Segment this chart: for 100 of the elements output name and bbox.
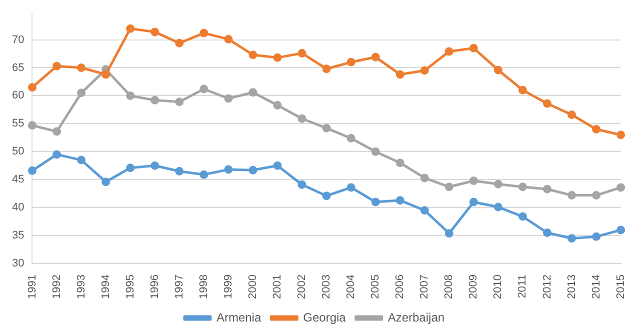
point <box>346 134 356 142</box>
point <box>248 88 258 97</box>
point <box>518 212 527 221</box>
point <box>592 232 601 241</box>
x-tick-label: 1993 <box>75 274 88 300</box>
point <box>371 198 380 206</box>
point <box>126 24 135 33</box>
x-tick-label: 2005 <box>370 274 382 300</box>
point <box>298 180 306 189</box>
point <box>322 192 331 200</box>
point <box>469 198 478 206</box>
point <box>420 206 429 215</box>
point <box>175 166 184 176</box>
y-tick-label: 30 <box>12 258 24 270</box>
point <box>494 180 502 188</box>
point <box>542 99 552 108</box>
point <box>77 63 86 72</box>
point <box>420 174 429 182</box>
point <box>568 234 576 243</box>
point <box>126 164 135 172</box>
point <box>28 83 36 92</box>
point <box>200 28 208 38</box>
point <box>322 124 331 132</box>
point <box>28 121 36 130</box>
point <box>592 125 601 134</box>
point <box>616 183 626 192</box>
x-tick-label: 2000 <box>246 274 259 300</box>
x-tick-label: 1995 <box>124 274 136 300</box>
x-tick-label: 2008 <box>443 274 456 300</box>
x-tick-label: 1997 <box>173 274 186 300</box>
point <box>322 64 331 74</box>
y-tick-label: 65 <box>12 62 24 74</box>
point <box>592 191 601 200</box>
point <box>224 165 233 174</box>
point <box>518 182 527 192</box>
point <box>77 156 86 164</box>
point <box>568 191 576 200</box>
x-tick-label: 1992 <box>50 274 63 300</box>
x-tick-label: 1998 <box>198 274 210 300</box>
y-tick-label: 50 <box>12 146 24 158</box>
point <box>371 147 380 156</box>
point <box>444 47 454 56</box>
x-tick-label: 2015 <box>614 274 627 300</box>
point <box>175 98 184 106</box>
point <box>616 130 626 140</box>
y-tick-label: 45 <box>12 174 24 186</box>
x-tick-label: 1994 <box>100 274 112 300</box>
x-tick-label: 2007 <box>418 274 431 300</box>
point <box>568 110 576 119</box>
x-tick-label: 2006 <box>394 274 406 300</box>
point <box>150 28 160 36</box>
point <box>200 84 208 94</box>
y-tick-label: 60 <box>12 90 24 102</box>
point <box>346 183 356 192</box>
x-tick-label: 2004 <box>345 274 358 300</box>
point <box>396 70 404 79</box>
point <box>102 178 110 186</box>
legend-label: Azerbaijan <box>388 310 445 324</box>
point <box>542 228 552 238</box>
point <box>346 58 356 66</box>
legend-label: Armenia <box>216 310 262 324</box>
point <box>371 52 380 62</box>
point <box>469 44 478 52</box>
point <box>494 66 502 74</box>
point <box>444 229 454 238</box>
point <box>396 196 404 205</box>
y-tick-label: 55 <box>12 118 24 130</box>
x-tick-label: 2002 <box>296 274 308 300</box>
point <box>518 86 527 94</box>
legend-label: Georgia <box>303 310 346 324</box>
point <box>420 66 429 75</box>
x-tick-label: 1999 <box>222 274 234 300</box>
point <box>52 150 62 159</box>
point <box>542 184 552 194</box>
point <box>298 48 306 58</box>
x-tick-label: 2010 <box>492 274 504 300</box>
point <box>273 161 282 170</box>
x-tick-label: 1991 <box>26 274 38 300</box>
point <box>469 176 478 185</box>
x-tick-label: 2009 <box>468 274 480 300</box>
point <box>150 96 160 104</box>
x-tick-label: 2014 <box>590 274 602 300</box>
y-tick-label: 35 <box>12 230 24 242</box>
point <box>77 88 86 98</box>
point <box>298 114 306 123</box>
y-tick-label: 70 <box>12 34 24 46</box>
point <box>175 38 184 48</box>
point <box>126 91 135 100</box>
point <box>444 182 454 192</box>
x-tick-label: 2012 <box>541 274 554 300</box>
point <box>273 100 282 110</box>
point <box>396 158 404 168</box>
point <box>102 70 110 79</box>
point <box>200 170 208 179</box>
point <box>248 166 258 174</box>
point <box>28 166 36 175</box>
point <box>273 53 282 62</box>
point <box>248 50 258 60</box>
x-tick-label: 1996 <box>148 274 161 300</box>
point <box>616 226 626 234</box>
